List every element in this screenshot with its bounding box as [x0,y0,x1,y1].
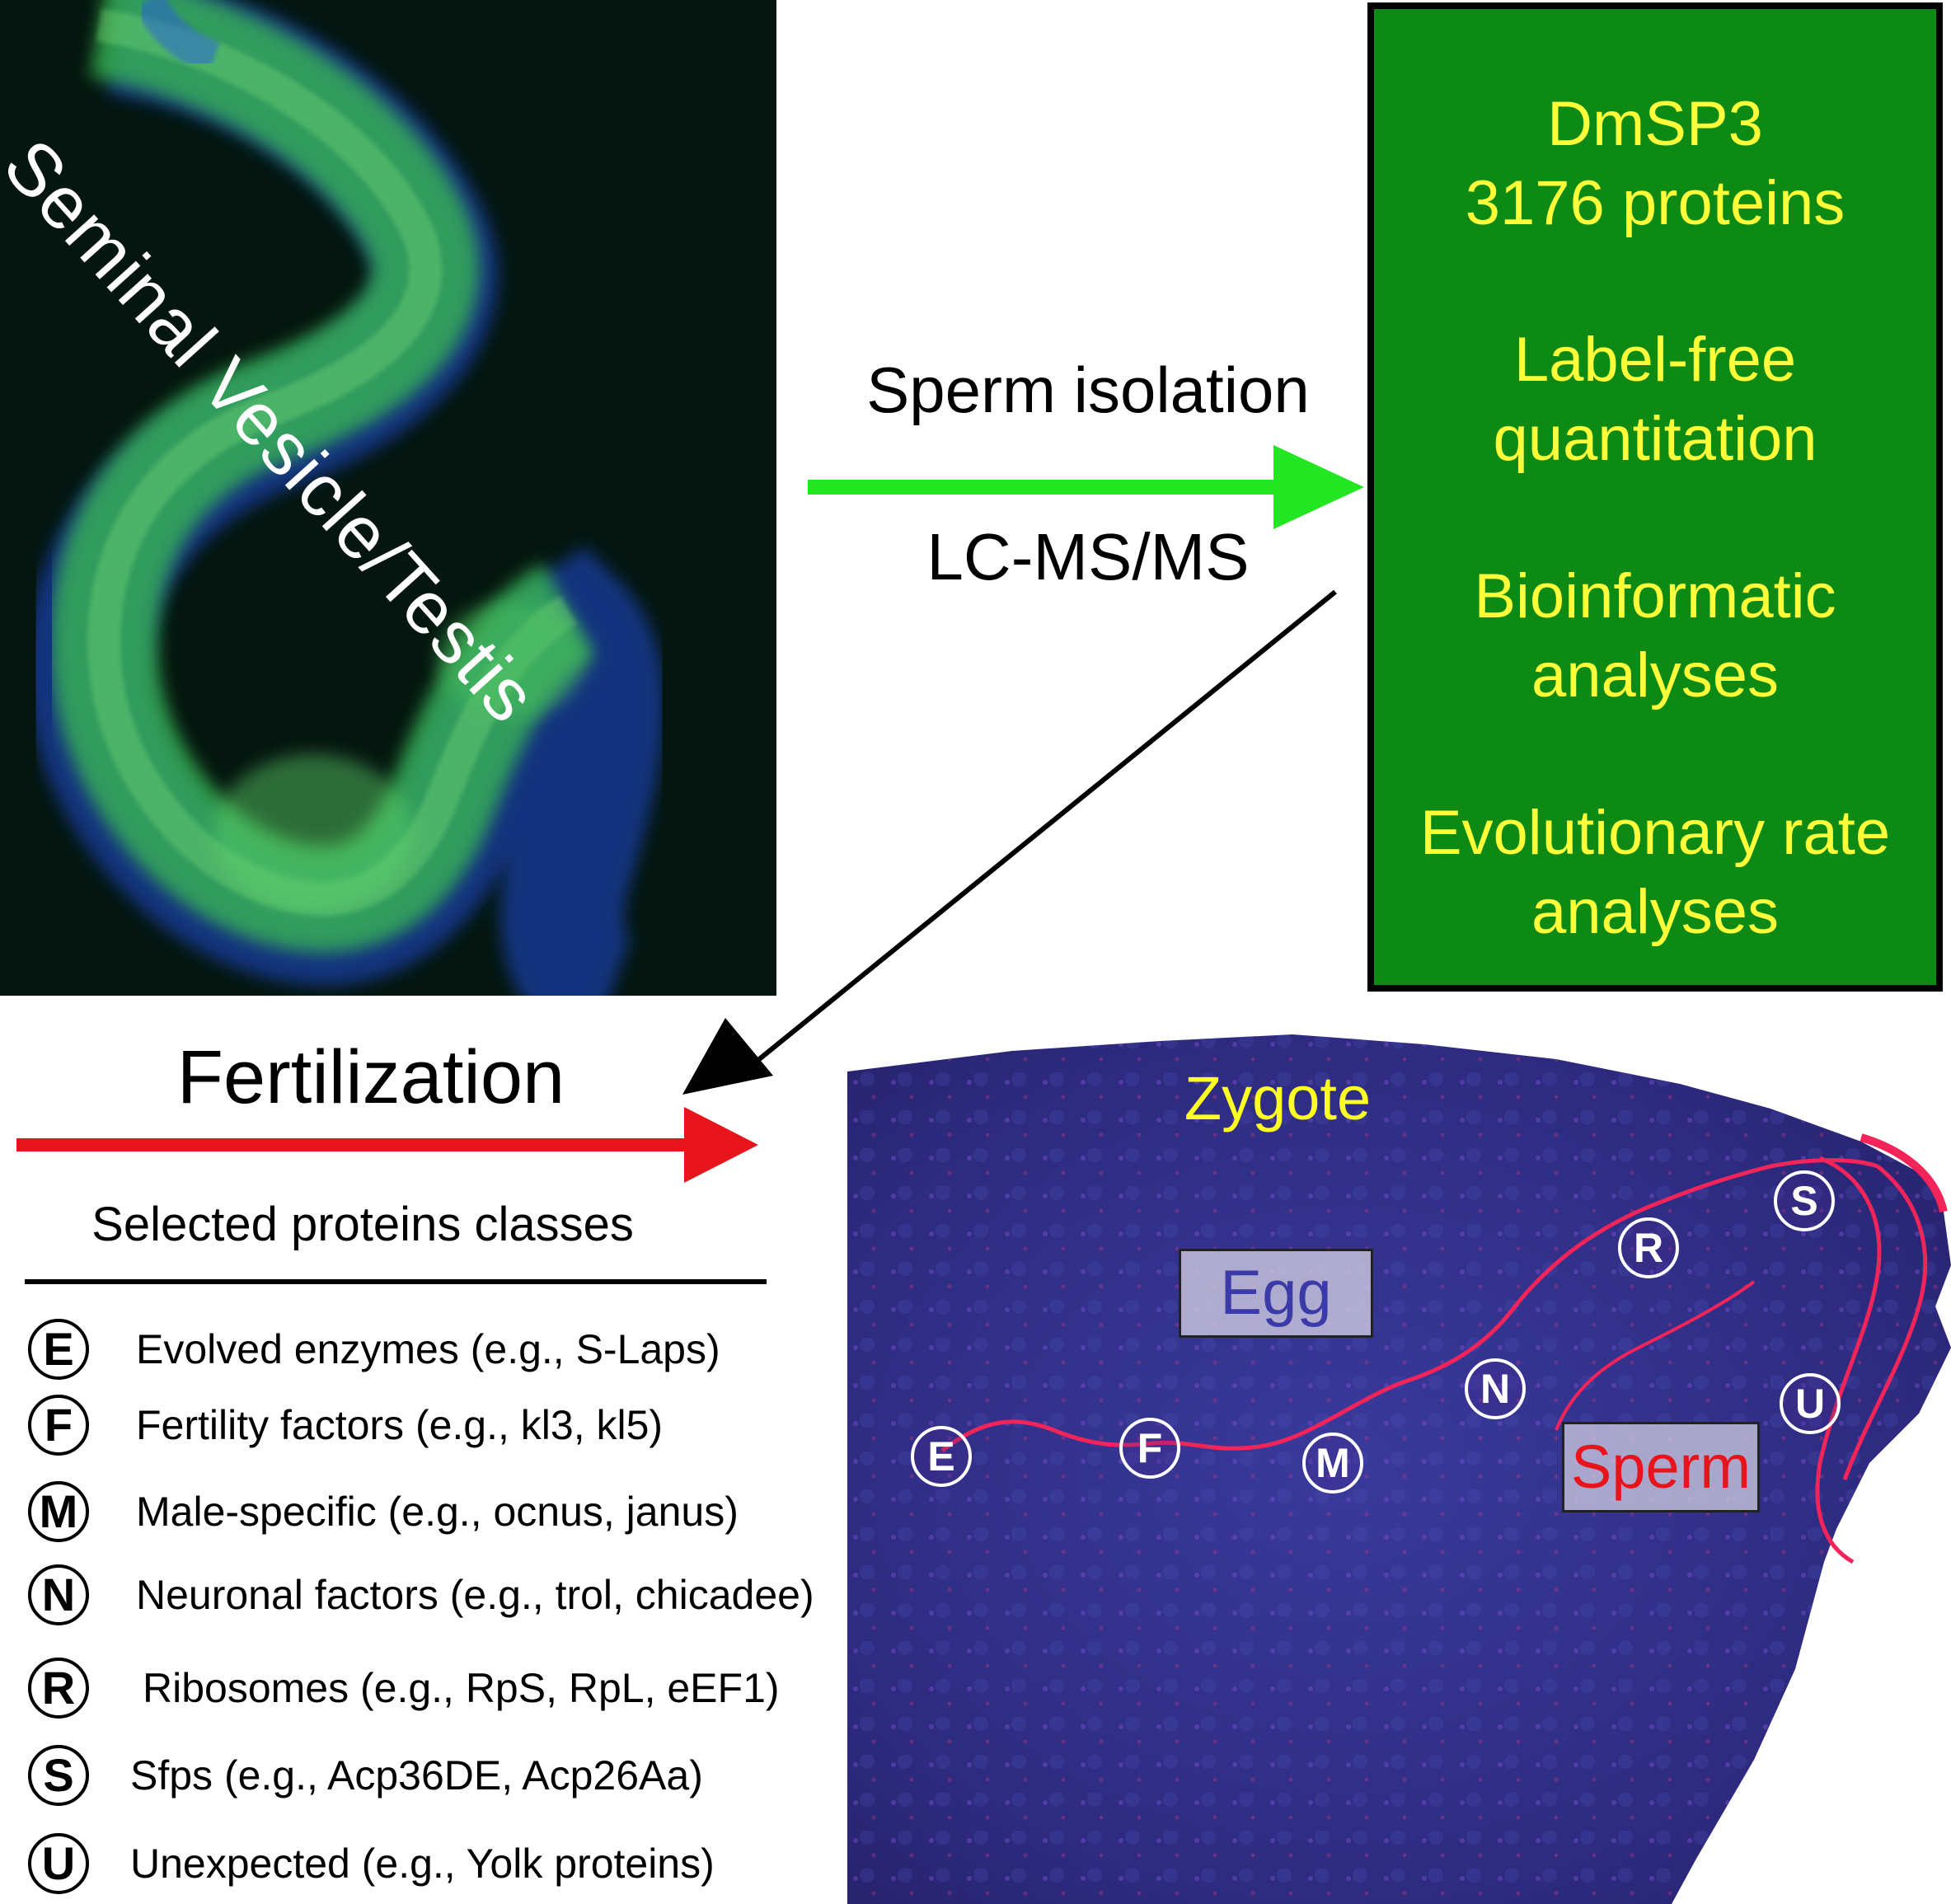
zygote-title: Zygote [1184,1064,1372,1133]
lcms-label: LC-MS/MS [926,520,1250,593]
diagonal-arrow [682,589,1337,1095]
class-description: Male-specific (e.g., ocnus, janus) [136,1489,739,1535]
results-line: analyses [1531,877,1779,947]
results-line: DmSP3 [1547,89,1763,159]
zygote-micrograph [847,1034,1951,1904]
classes-title: Selected proteins classes [91,1198,634,1251]
sperm-label: Sperm [1562,1422,1760,1512]
results-line: Bioinformatic [1474,561,1836,631]
results-box: DmSP3 3176 proteins Label-free quantitat… [1367,2,1943,992]
list-item: M Male-specific (e.g., ocnus, janus) [25,1480,832,1552]
tissue-illustration [26,0,665,996]
class-description: Sfps (e.g., Acp36DE, Acp26Aa) [130,1752,703,1798]
class-badge: M [28,1481,89,1542]
class-description: Unexpected (e.g., Yolk proteins) [130,1841,715,1887]
fertilization-label: Fertilization [176,1035,565,1119]
list-item: E Evolved enzymes (e.g., S-Laps) [25,1317,832,1390]
results-line: quantitation [1493,404,1817,474]
list-item: S Sfps (e.g., Acp36DE, Acp26Aa) [25,1743,832,1816]
class-description: Fertility factors (e.g., kl3, kl5) [136,1402,664,1448]
seminal-vesicle-micrograph: Seminal Vesicle/Testis [0,0,776,996]
zygote-marker: N [1465,1358,1526,1419]
class-badge: E [28,1319,89,1380]
class-badge: S [28,1745,89,1806]
red-arrow [16,1107,758,1183]
class-description: Neuronal factors (e.g., trol, chicadee) [136,1572,814,1618]
zygote-marker: R [1618,1217,1679,1278]
divider [25,1279,767,1284]
zygote-marker: M [1302,1433,1363,1494]
zygote-marker: E [911,1426,972,1487]
green-arrow [808,445,1364,529]
results-line: 3176 proteins [1465,168,1845,238]
zygote-marker: S [1774,1170,1835,1231]
class-description: Ribosomes (e.g., RpS, RpL, eEF1) [143,1665,780,1711]
zygote-marker: U [1780,1373,1841,1434]
class-badge: F [28,1395,89,1456]
results-line: analyses [1531,640,1779,710]
list-item: R Ribosomes (e.g., RpS, RpL, eEF1) [25,1656,832,1728]
class-description: Evolved enzymes (e.g., S-Laps) [136,1326,720,1372]
results-line: Evolutionary rate [1419,798,1891,868]
class-badge: N [28,1564,89,1625]
sperm-isolation-label: Sperm isolation [866,354,1310,426]
list-item: N Neuronal factors (e.g., trol, chicadee… [25,1563,832,1635]
list-item: U Unexpected (e.g., Yolk proteins) [25,1831,832,1904]
class-badge: R [28,1658,89,1719]
list-item: F Fertility factors (e.g., kl3, kl5) [25,1393,832,1466]
egg-label: Egg [1179,1249,1373,1338]
zygote-marker: F [1119,1418,1180,1479]
results-line: Label-free [1513,325,1797,395]
class-badge: U [28,1833,89,1894]
